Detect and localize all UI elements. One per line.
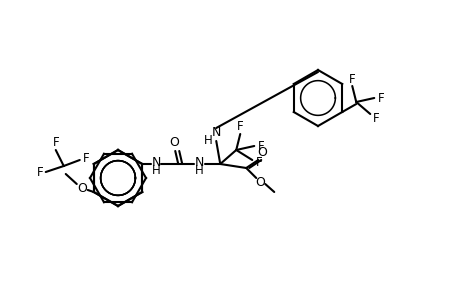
Text: H: H (203, 134, 212, 146)
Text: F: F (82, 152, 89, 164)
Text: F: F (372, 112, 379, 124)
Text: H: H (195, 164, 203, 178)
Text: N: N (211, 127, 220, 140)
Text: F: F (52, 136, 59, 149)
Text: O: O (169, 136, 179, 149)
Text: F: F (377, 92, 384, 104)
Text: F: F (255, 155, 262, 169)
Text: F: F (257, 140, 264, 152)
Text: O: O (257, 146, 267, 158)
Text: N: N (151, 157, 161, 169)
Text: N: N (194, 157, 203, 169)
Text: F: F (36, 166, 43, 178)
Text: H: H (151, 164, 160, 178)
Text: O: O (77, 182, 86, 194)
Text: F: F (236, 121, 243, 134)
Text: O: O (255, 176, 264, 190)
Text: F: F (348, 73, 355, 85)
